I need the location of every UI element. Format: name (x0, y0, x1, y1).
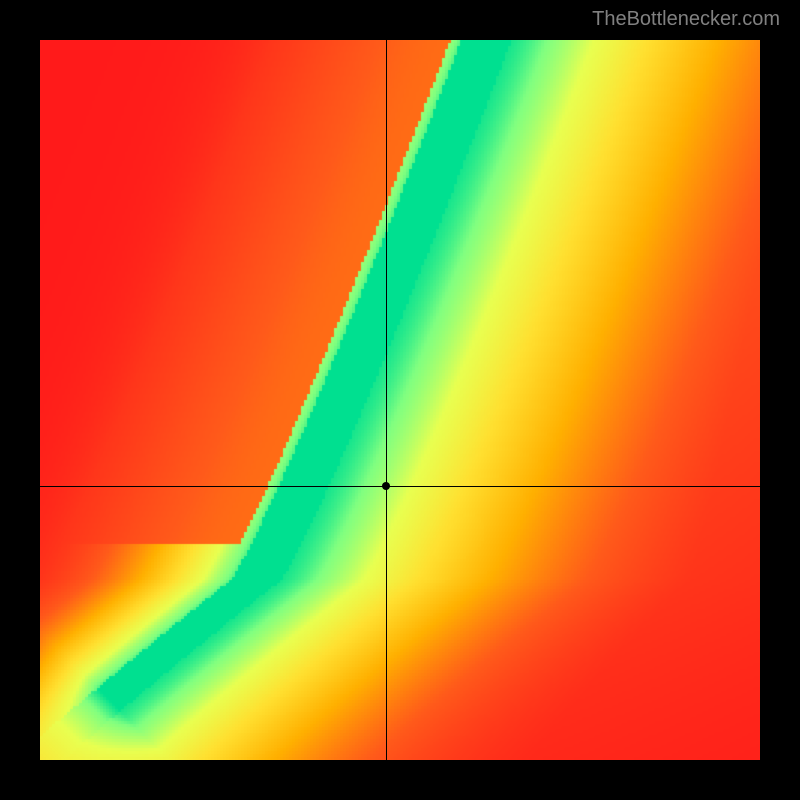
heatmap-canvas (40, 40, 760, 760)
crosshair-vertical (386, 40, 387, 760)
crosshair-marker-dot (382, 482, 390, 490)
crosshair-horizontal (40, 486, 760, 487)
plot-area (40, 40, 760, 760)
watermark-text: TheBottlenecker.com (592, 8, 780, 31)
